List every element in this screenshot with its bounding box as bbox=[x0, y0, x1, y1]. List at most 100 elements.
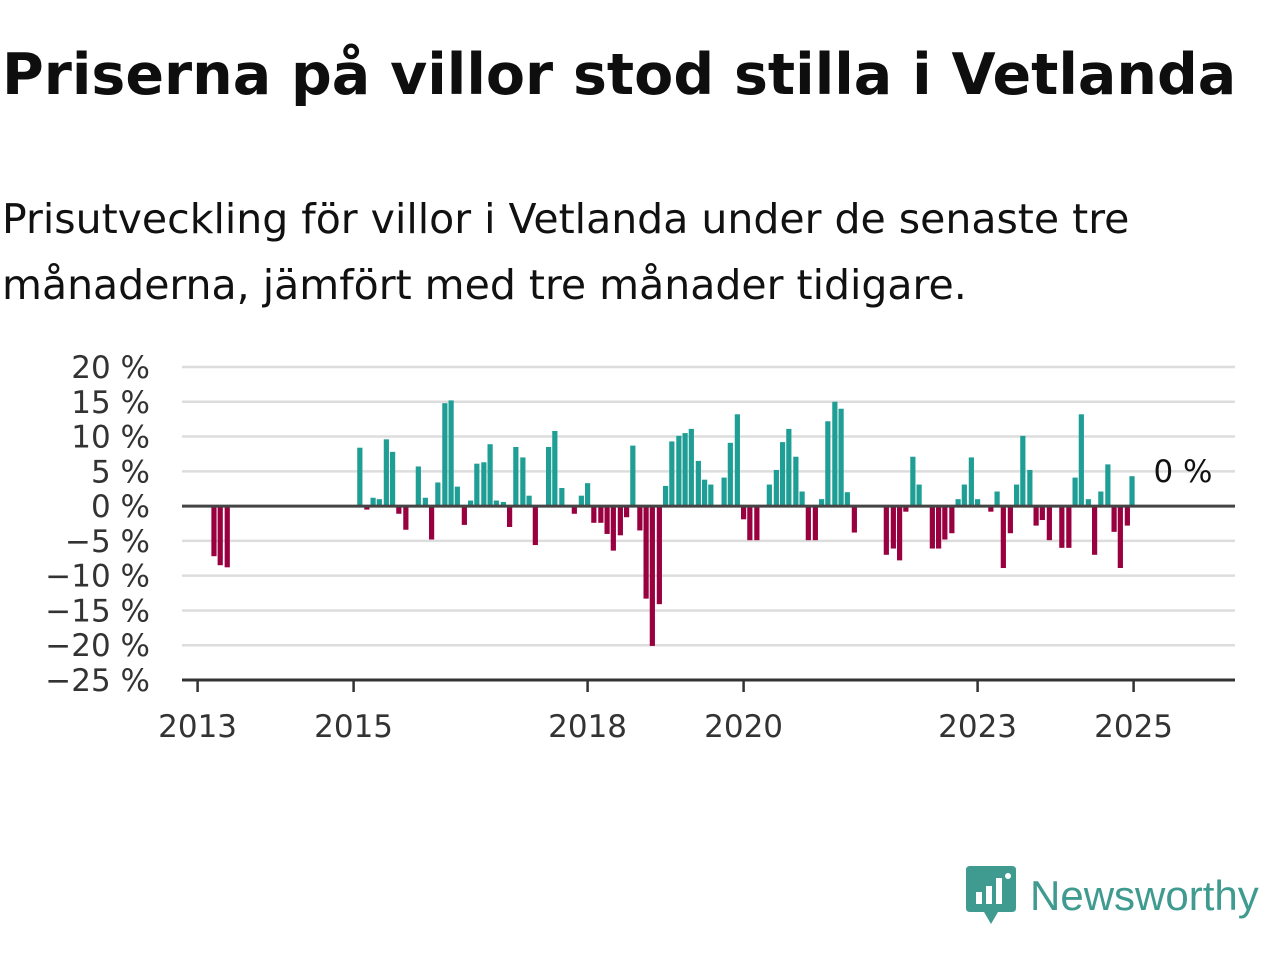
bar-negative bbox=[643, 506, 649, 599]
bar-positive bbox=[500, 501, 506, 507]
bar-positive bbox=[1014, 484, 1020, 507]
bar-positive bbox=[838, 408, 844, 507]
bar-negative bbox=[224, 506, 230, 568]
bar-positive bbox=[526, 495, 532, 507]
bars bbox=[211, 400, 1135, 646]
bar-positive bbox=[819, 499, 825, 507]
bar-positive bbox=[370, 497, 376, 507]
bar-chart: 20 %15 %10 %5 %0 %−5 %−10 %−15 %−20 %−25… bbox=[45, 350, 1235, 745]
bar-positive bbox=[454, 486, 460, 507]
bar-positive bbox=[688, 428, 694, 507]
y-tick-label: −15 % bbox=[45, 593, 150, 629]
newsworthy-logo-icon bbox=[966, 866, 1016, 924]
bar-positive bbox=[825, 421, 831, 507]
x-tick-label: 2018 bbox=[548, 709, 627, 745]
bar-positive bbox=[793, 456, 799, 507]
bar-negative bbox=[656, 506, 662, 605]
y-tick-label: −20 % bbox=[45, 628, 150, 664]
bar-negative bbox=[949, 506, 955, 534]
bar-positive bbox=[773, 469, 779, 507]
bar-positive bbox=[734, 414, 740, 507]
bar-positive bbox=[520, 457, 526, 507]
bar-negative bbox=[890, 506, 896, 549]
bar-positive bbox=[435, 482, 441, 507]
x-tick-label: 2025 bbox=[1094, 709, 1173, 745]
y-axis-tick-labels: 20 %15 %10 %5 %0 %−5 %−10 %−15 %−20 %−25… bbox=[45, 350, 150, 699]
x-axis: 2013 2015 2018 2020 2023 2025 bbox=[158, 678, 1235, 745]
y-tick-label: −25 % bbox=[45, 663, 150, 699]
y-tick-label: 20 % bbox=[71, 350, 150, 386]
bar-positive bbox=[916, 484, 922, 507]
bar-negative bbox=[507, 506, 513, 527]
bar-positive bbox=[1105, 464, 1111, 507]
bar-positive bbox=[676, 435, 682, 507]
bar-negative bbox=[1111, 506, 1117, 532]
bar-negative bbox=[403, 506, 409, 530]
page-subtitle: Prisutveckling för villor i Vetlanda und… bbox=[2, 195, 1130, 309]
last-value-label: 0 % bbox=[1153, 454, 1212, 490]
bar-negative bbox=[1000, 506, 1006, 569]
bar-negative bbox=[1059, 506, 1065, 548]
bar-negative bbox=[747, 506, 753, 541]
bar-negative bbox=[1033, 506, 1039, 526]
bar-positive bbox=[721, 477, 727, 507]
bar-positive bbox=[552, 430, 558, 507]
bar-negative bbox=[1117, 506, 1123, 569]
bar-positive bbox=[546, 446, 552, 507]
bar-positive bbox=[585, 483, 591, 507]
bar-negative bbox=[903, 506, 909, 512]
bar-positive bbox=[468, 500, 474, 507]
bar-negative bbox=[396, 506, 402, 514]
bar-positive bbox=[448, 400, 454, 507]
bar-negative bbox=[1092, 506, 1098, 555]
bar-negative bbox=[610, 506, 616, 551]
bar-negative bbox=[604, 506, 610, 534]
bar-positive bbox=[994, 491, 1000, 507]
x-tick-label: 2013 bbox=[158, 709, 237, 745]
bar-negative bbox=[1039, 506, 1045, 521]
bar-negative bbox=[754, 506, 760, 541]
newsworthy-logo: Newsworthy bbox=[966, 866, 1259, 926]
bar-positive bbox=[844, 492, 850, 507]
bar-negative bbox=[929, 506, 935, 549]
x-tick-label: 2015 bbox=[314, 709, 393, 745]
bar-positive bbox=[682, 433, 688, 507]
bar-negative bbox=[1066, 506, 1072, 548]
bar-negative bbox=[591, 506, 597, 523]
bar-positive bbox=[961, 484, 967, 507]
y-tick-label: −10 % bbox=[45, 559, 150, 595]
bar-negative bbox=[598, 506, 604, 523]
bar-positive bbox=[578, 495, 584, 507]
y-tick-label: 15 % bbox=[71, 385, 150, 421]
bar-negative bbox=[624, 506, 630, 518]
bar-positive bbox=[1020, 435, 1026, 507]
y-tick-label: −5 % bbox=[65, 524, 150, 560]
bar-positive bbox=[559, 488, 565, 507]
bar-negative bbox=[211, 506, 217, 557]
bar-negative bbox=[1007, 506, 1013, 534]
bar-positive bbox=[415, 466, 421, 507]
bar-negative bbox=[637, 506, 643, 531]
bar-negative bbox=[571, 506, 577, 514]
bar-positive bbox=[832, 401, 838, 507]
bar-positive bbox=[481, 462, 487, 507]
bar-negative bbox=[942, 506, 948, 540]
bar-positive bbox=[1027, 469, 1033, 507]
bar-negative bbox=[1046, 506, 1052, 541]
bar-negative bbox=[649, 506, 655, 646]
newsworthy-logo-text: Newsworthy bbox=[1030, 872, 1259, 919]
bar-positive bbox=[357, 447, 363, 507]
bar-negative bbox=[883, 506, 889, 555]
bar-positive bbox=[799, 491, 805, 507]
bar-positive bbox=[1098, 491, 1104, 507]
bar-positive bbox=[513, 446, 519, 507]
bar-positive bbox=[493, 500, 499, 507]
bar-positive bbox=[383, 439, 389, 507]
bar-positive bbox=[968, 457, 974, 507]
page-title: Priserna på villor stod stilla i Vetland… bbox=[2, 42, 1237, 108]
bar-positive bbox=[474, 463, 480, 507]
bar-negative bbox=[532, 506, 538, 546]
bar-positive bbox=[702, 479, 708, 507]
bar-positive bbox=[695, 460, 701, 507]
bar-negative bbox=[217, 506, 223, 566]
